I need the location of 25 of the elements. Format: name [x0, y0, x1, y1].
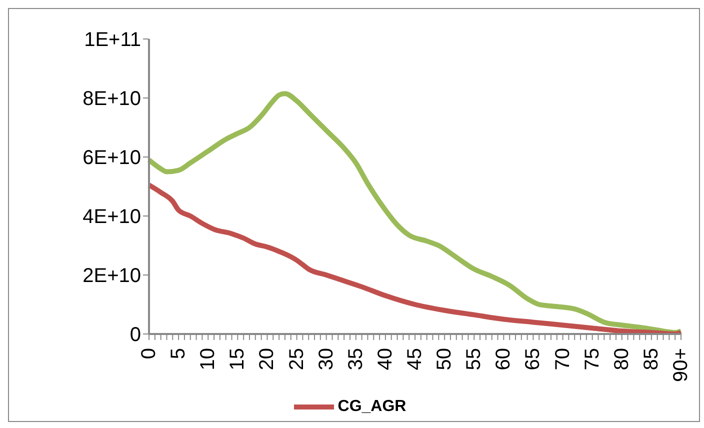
y-tick-label: 2E+10 [82, 265, 141, 288]
y-tick-label: 1E+11 [84, 29, 141, 52]
x-tick-label: 25 [286, 348, 308, 370]
x-tick-label: 90+ [670, 348, 692, 382]
x-tick-label: 50 [434, 348, 456, 370]
y-tick-label: 6E+10 [82, 147, 141, 170]
x-tick-label: 30 [315, 348, 338, 370]
x-tick-label: 55 [463, 348, 486, 370]
x-tick-label: 40 [374, 348, 396, 370]
x-tick-label: 85 [640, 348, 662, 370]
x-tick-label: 35 [344, 348, 367, 370]
x-tick-label: 10 [197, 348, 220, 370]
x-tick-label: 0 [138, 348, 160, 360]
y-tick-label: 8E+10 [82, 88, 141, 110]
legend-label: CG_AGR [338, 398, 406, 416]
x-tick-label: 80 [610, 348, 633, 370]
y-tick-label: 4E+10 [82, 206, 141, 228]
x-tick-label: 5 [168, 348, 190, 360]
x-tick-label: 65 [522, 348, 544, 370]
x-tick-label: 70 [552, 348, 574, 370]
x-tick-label: 15 [226, 348, 249, 370]
x-tick-label: 45 [404, 348, 426, 370]
x-tick-label: 20 [256, 348, 278, 370]
x-tick-label: 60 [492, 348, 515, 370]
x-tick-label: 75 [581, 348, 604, 370]
